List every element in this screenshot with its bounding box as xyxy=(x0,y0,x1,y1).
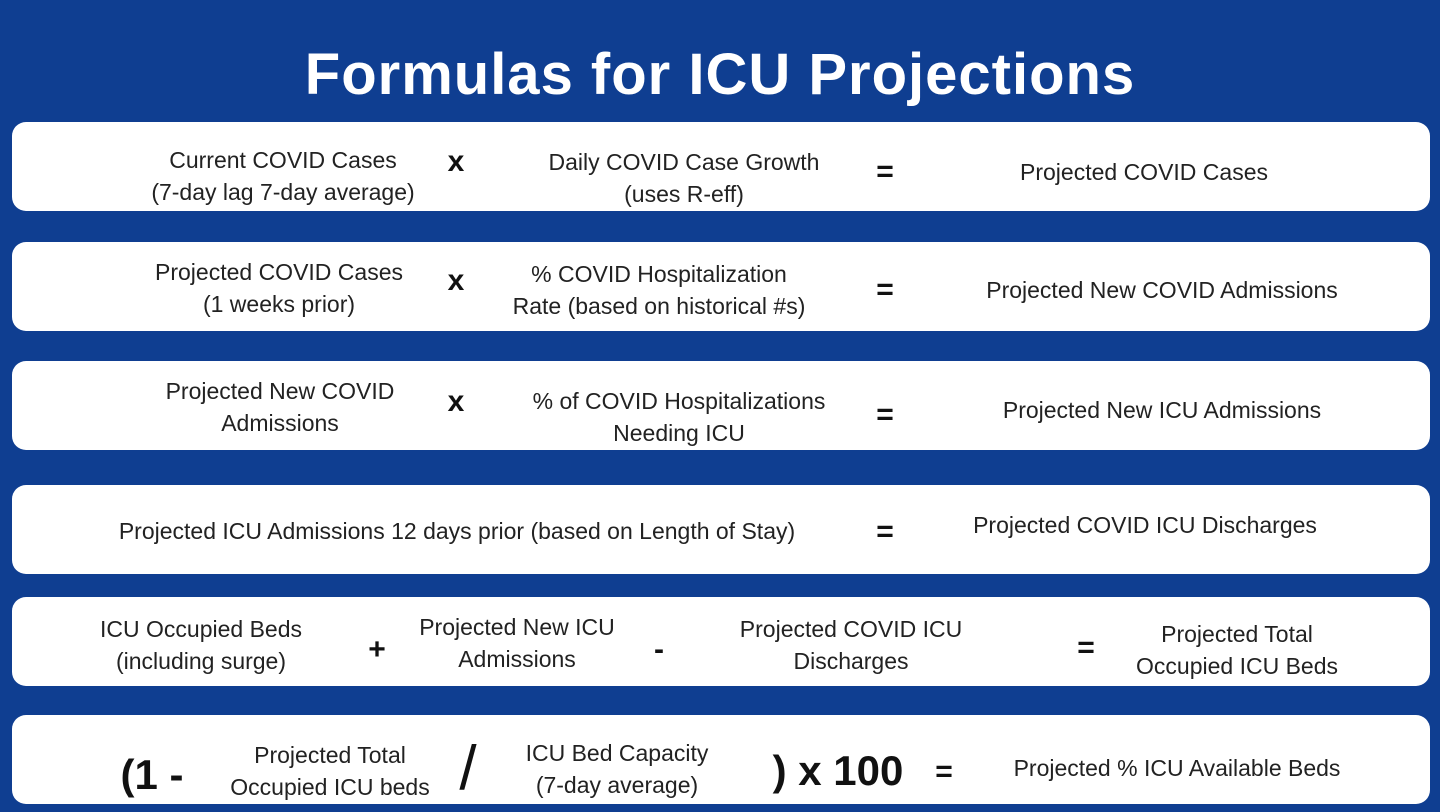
term-projected-new-covid-admissions: Projected New COVID Admissions xyxy=(166,375,395,439)
equals-operator: = xyxy=(935,755,953,788)
term-icu-bed-capacity: ICU Bed Capacity (7-day average) xyxy=(526,737,709,801)
term-line: Projected Total xyxy=(1161,621,1313,647)
multiply-operator: x xyxy=(447,145,465,178)
multiply-operator: x xyxy=(447,264,465,297)
term-line: ICU Occupied Beds xyxy=(100,616,302,642)
term-line: Discharges xyxy=(793,648,909,674)
term-line: Occupied ICU Beds xyxy=(1136,653,1338,679)
formula-row-projected-covid-cases: Current COVID Cases (7-day lag 7-day ave… xyxy=(12,122,1430,211)
term-line: Projected New COVID xyxy=(165,378,395,404)
multiply-operator: x xyxy=(447,385,465,418)
term-line: Projected Total xyxy=(254,742,406,768)
term-line: (7-day average) xyxy=(535,772,699,798)
equals-operator: = xyxy=(876,515,894,548)
term-line: Occupied ICU beds xyxy=(230,774,430,800)
result-projected-covid-icu-discharges: Projected COVID ICU Discharges xyxy=(973,512,1317,538)
term-current-covid-cases: Current COVID Cases (7-day lag 7-day ave… xyxy=(151,144,414,208)
term-line: Needing ICU xyxy=(613,420,745,446)
term-line: Rate (based on historical #s) xyxy=(512,293,806,319)
term-line: % of COVID Hospitalizations xyxy=(532,388,826,414)
equals-operator: = xyxy=(876,273,894,306)
term-icu-admissions-12-days-prior: Projected ICU Admissions 12 days prior (… xyxy=(118,518,796,544)
term-line: ICU Bed Capacity xyxy=(525,740,709,766)
formula-row-projected-new-covid-admissions: Projected COVID Cases (1 weeks prior) x … xyxy=(12,242,1430,331)
divide-operator: / xyxy=(459,734,477,803)
term-line: (1 weeks prior) xyxy=(202,291,356,317)
minus-operator: - xyxy=(654,633,664,666)
equals-operator: = xyxy=(1077,631,1095,664)
equals-operator: = xyxy=(876,155,894,188)
result-projected-percent-icu-available-beds: Projected % ICU Available Beds xyxy=(1013,755,1341,781)
term-line: Daily COVID Case Growth xyxy=(548,149,820,175)
plus-operator: + xyxy=(368,633,386,666)
term-daily-case-growth: Daily COVID Case Growth (uses R-eff) xyxy=(549,146,820,210)
term-line: Current COVID Cases xyxy=(169,147,397,173)
term-line: % COVID Hospitalization xyxy=(531,261,787,287)
term-hospitalization-rate: % COVID Hospitalization Rate (based on h… xyxy=(513,258,806,322)
open-paren-one-minus: (1 - xyxy=(120,751,184,798)
term-line: Projected COVID Cases xyxy=(155,259,403,285)
equals-operator: = xyxy=(876,398,894,431)
close-paren-times-100: ) x 100 xyxy=(772,747,904,794)
term-projected-new-icu-admissions: Projected New ICU Admissions xyxy=(419,611,615,675)
term-line: Projected COVID ICU xyxy=(739,616,963,642)
term-line: Admissions xyxy=(221,410,339,436)
term-projected-total-occupied-icu-beds: Projected Total Occupied ICU beds xyxy=(230,739,429,803)
formula-row-projected-new-icu-admissions: Projected New COVID Admissions x % of CO… xyxy=(12,361,1430,450)
term-projected-covid-icu-discharges: Projected COVID ICU Discharges xyxy=(740,613,962,677)
term-line: Projected New ICU xyxy=(419,614,615,640)
term-icu-occupied-beds: ICU Occupied Beds (including surge) xyxy=(100,613,302,677)
term-projected-covid-cases-prior: Projected COVID Cases (1 weeks prior) xyxy=(155,256,403,320)
term-hospitalizations-needing-icu: % of COVID Hospitalizations Needing ICU xyxy=(533,385,826,449)
term-line: (including surge) xyxy=(115,648,287,674)
formula-row-projected-total-occupied-icu-beds: ICU Occupied Beds (including surge) + Pr… xyxy=(12,597,1430,686)
page-title: Formulas for ICU Projections xyxy=(304,42,1136,107)
term-line: Admissions xyxy=(458,646,576,672)
term-line: (uses R-eff) xyxy=(624,181,744,207)
term-line: (7-day lag 7-day average) xyxy=(151,179,415,205)
result-projected-new-covid-admissions: Projected New COVID Admissions xyxy=(986,277,1338,303)
result-projected-covid-cases: Projected COVID Cases xyxy=(1020,159,1268,185)
formula-row-projected-icu-available-beds: (1 - Projected Total Occupied ICU beds /… xyxy=(12,715,1430,804)
formula-row-projected-icu-discharges: Projected ICU Admissions 12 days prior (… xyxy=(12,485,1430,574)
result-projected-new-icu-admissions: Projected New ICU Admissions xyxy=(1002,397,1322,423)
result-projected-total-occupied-icu-beds: Projected Total Occupied ICU Beds xyxy=(1136,618,1338,682)
